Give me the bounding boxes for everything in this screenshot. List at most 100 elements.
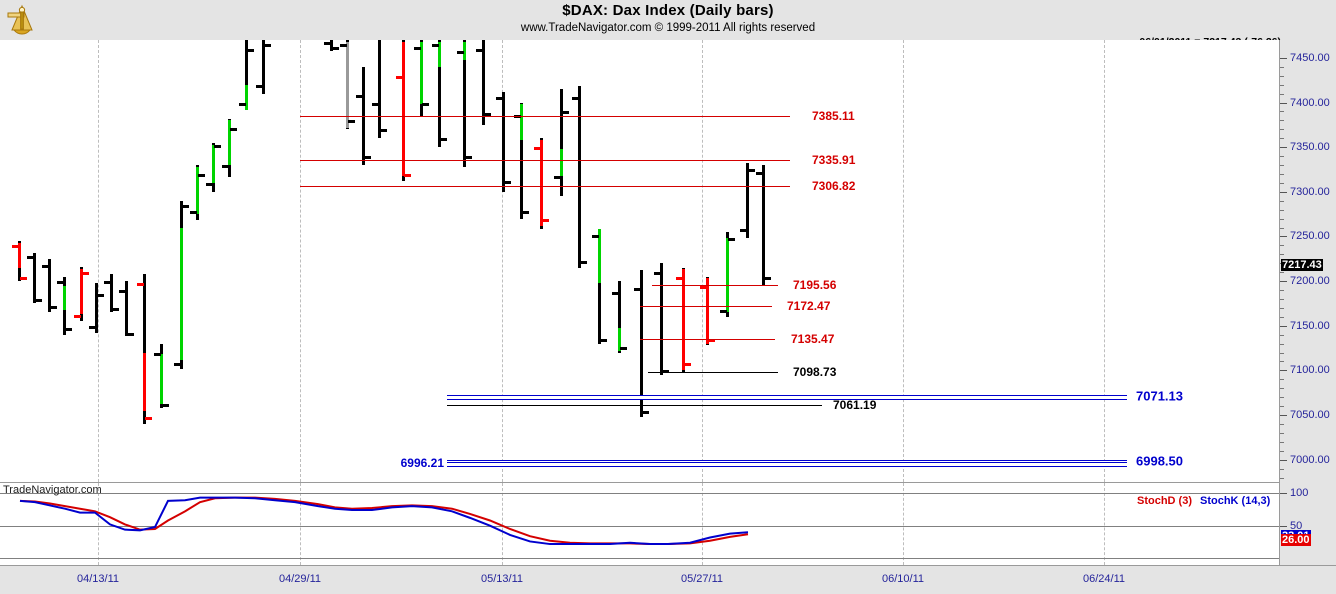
ohlc-open-tick bbox=[57, 281, 64, 285]
price-scale[interactable]: 7450.00 7400.00 7350.00 7300.00 7250.00 7200.… bbox=[1279, 40, 1336, 565]
price-axis-label: 7200.00 bbox=[1290, 275, 1330, 288]
stochastic-curves bbox=[19, 496, 749, 546]
price-level-line[interactable] bbox=[447, 394, 1127, 400]
price-axis-minor-tick bbox=[1280, 441, 1284, 443]
price-level-line[interactable] bbox=[447, 405, 822, 407]
price-axis-minor-tick bbox=[1280, 290, 1284, 292]
price-axis-minor-tick bbox=[1280, 245, 1284, 247]
ohlc-open-tick bbox=[612, 291, 619, 295]
stochastic-indicator-pane[interactable]: StochD (3) StochK (14,3) bbox=[0, 483, 1279, 566]
ohlc-open-tick bbox=[676, 276, 683, 280]
ohlc-open-tick bbox=[89, 325, 96, 329]
price-level-label: 7335.91 bbox=[812, 152, 856, 167]
price-axis-tick bbox=[1280, 415, 1287, 417]
ohlc-bar bbox=[33, 252, 36, 304]
price-level-line[interactable] bbox=[300, 159, 790, 161]
ohlc-close-tick bbox=[198, 173, 205, 177]
ohlc-close-tick bbox=[247, 48, 254, 52]
date-axis[interactable]: 04/13/11 04/29/11 05/13/11 05/27/11 06/10/11… bbox=[0, 565, 1336, 594]
ohlc-bar bbox=[660, 263, 663, 375]
ohlc-bar bbox=[746, 163, 749, 239]
price-level-label: 7135.47 bbox=[791, 331, 835, 346]
price-axis-minor-tick bbox=[1280, 450, 1284, 452]
indicator-gridline bbox=[0, 558, 1279, 560]
ohlc-close-tick bbox=[642, 410, 649, 414]
ohlc-close-tick bbox=[20, 276, 27, 280]
date-axis-label: 05/13/11 bbox=[480, 573, 524, 585]
ohlc-open-tick bbox=[634, 288, 641, 292]
ohlc-close-tick bbox=[562, 111, 569, 115]
ohlc-bar bbox=[762, 165, 765, 286]
price-level-line[interactable] bbox=[447, 461, 1127, 467]
ohlc-bar-body bbox=[80, 268, 83, 315]
price-axis-label: 7050.00 bbox=[1290, 409, 1330, 422]
ohlc-bar-body bbox=[706, 278, 709, 344]
price-level-line[interactable] bbox=[300, 185, 790, 187]
ohlc-bar-body bbox=[520, 104, 523, 140]
stochd-legend-label: StochD (3) bbox=[1137, 495, 1192, 507]
price-level-line[interactable] bbox=[652, 285, 778, 287]
price-axis-minor-tick bbox=[1280, 343, 1284, 345]
ohlc-bar-body bbox=[63, 285, 66, 310]
ohlc-bar-body bbox=[18, 242, 21, 268]
date-axis-label: 05/27/11 bbox=[680, 573, 724, 585]
ohlc-bar bbox=[618, 281, 621, 353]
ohlc-open-tick bbox=[12, 245, 19, 249]
price-level-line[interactable] bbox=[640, 338, 775, 340]
price-axis-tick bbox=[1280, 147, 1287, 149]
ohlc-close-tick bbox=[65, 327, 72, 331]
ohlc-close-tick bbox=[112, 307, 119, 311]
price-axis-label: 7250.00 bbox=[1290, 230, 1330, 243]
ohlc-bar-body bbox=[560, 148, 563, 176]
indicator-axis-tick bbox=[1280, 493, 1287, 494]
date-axis-label: 04/29/11 bbox=[278, 573, 322, 585]
price-axis-minor-tick bbox=[1280, 66, 1284, 68]
ohlc-bar bbox=[482, 40, 485, 125]
ohlc-open-tick bbox=[740, 229, 747, 233]
ohlc-open-tick bbox=[206, 182, 213, 186]
price-level-label: 6996.21 bbox=[400, 456, 444, 471]
price-axis-tick bbox=[1280, 102, 1287, 104]
ohlc-close-tick bbox=[364, 156, 371, 160]
ohlc-bar-body bbox=[420, 41, 423, 105]
ohlc-close-tick bbox=[708, 339, 715, 343]
price-axis-label: 7150.00 bbox=[1290, 319, 1330, 332]
ohlc-bar bbox=[378, 40, 381, 139]
ohlc-bar-body bbox=[196, 166, 199, 215]
ohlc-open-tick bbox=[496, 97, 503, 101]
ohlc-open-tick bbox=[222, 165, 229, 168]
price-axis-minor-tick bbox=[1280, 298, 1284, 300]
ohlc-open-tick bbox=[700, 285, 707, 289]
price-chart-pane[interactable]: 7385.11 7335.91 7306.82 7195.56 7172.47 7135.… bbox=[0, 40, 1279, 483]
ohlc-close-tick bbox=[348, 120, 355, 124]
ohlc-open-tick bbox=[119, 290, 126, 294]
price-axis-minor-tick bbox=[1280, 182, 1284, 184]
price-level-line[interactable] bbox=[300, 115, 790, 117]
last-price-flag: 7217.43 bbox=[1281, 258, 1323, 271]
price-level-label: 6998.50 bbox=[1136, 453, 1183, 469]
ohlc-open-tick bbox=[572, 97, 579, 101]
ohlc-open-tick bbox=[414, 47, 421, 51]
ohlc-close-tick bbox=[748, 169, 755, 173]
vertical-gridline bbox=[702, 40, 703, 482]
price-axis-minor-tick bbox=[1280, 477, 1284, 479]
vertical-gridline bbox=[1104, 40, 1105, 482]
indicator-axis-tick bbox=[1280, 525, 1287, 527]
ohlc-bar bbox=[262, 40, 265, 94]
ohlc-bar bbox=[143, 273, 146, 424]
price-level-label: 7306.82 bbox=[812, 178, 856, 193]
ohlc-close-tick bbox=[422, 102, 429, 106]
price-level-line[interactable] bbox=[648, 371, 778, 373]
ohlc-open-tick bbox=[372, 102, 379, 106]
price-axis-tick bbox=[1280, 325, 1287, 327]
price-axis-label: 7300.00 bbox=[1290, 185, 1330, 198]
ohlc-bar bbox=[463, 40, 466, 167]
ohlc-bar-body bbox=[463, 41, 466, 60]
ohlc-bar-body bbox=[682, 269, 685, 371]
price-level-line[interactable] bbox=[640, 305, 772, 307]
chart-header: $DAX: Dax Index (Daily bars) www.TradeNa… bbox=[0, 0, 1336, 41]
ohlc-open-tick bbox=[654, 272, 661, 276]
price-axis-tick bbox=[1280, 281, 1287, 283]
copyright-subtitle: www.TradeNavigator.com © 1999-2011 All r… bbox=[520, 22, 816, 34]
price-axis-minor-tick bbox=[1280, 468, 1284, 470]
